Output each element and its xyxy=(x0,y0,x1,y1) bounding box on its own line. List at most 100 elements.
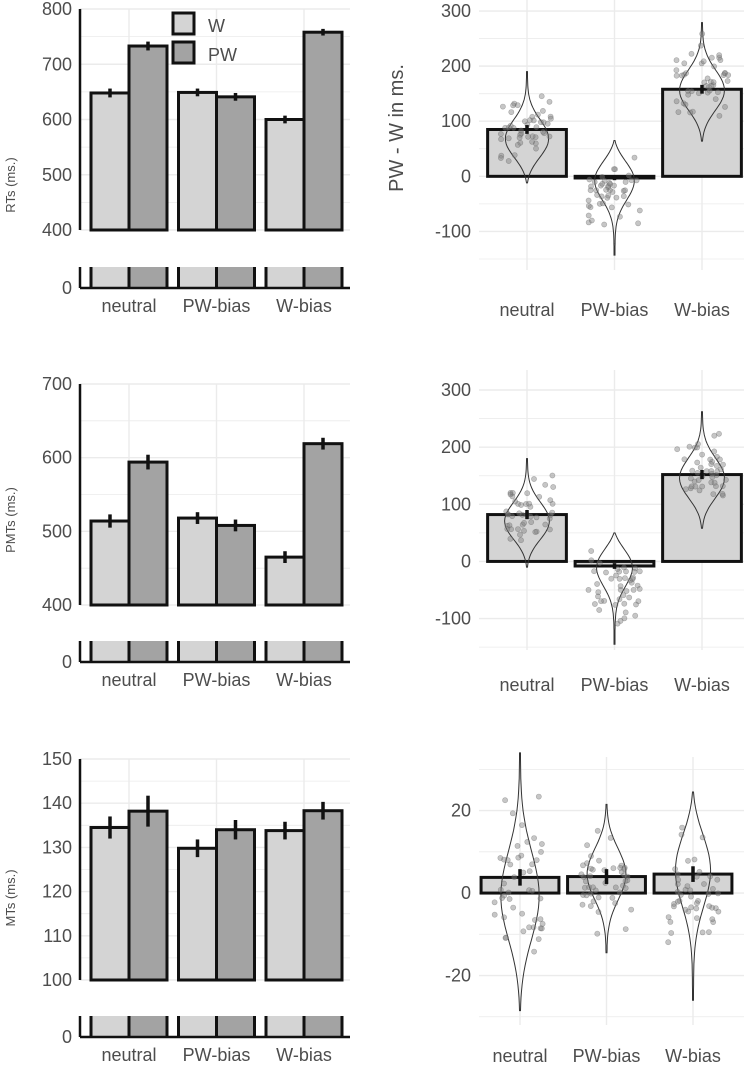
participant-dot xyxy=(712,96,719,102)
participant-dot xyxy=(530,117,537,124)
participant-dot xyxy=(524,490,531,497)
participant-dot xyxy=(588,853,594,859)
participant-dot xyxy=(547,526,553,533)
participant-dot xyxy=(678,831,685,838)
participant-dot xyxy=(691,856,698,863)
participant-dot xyxy=(715,908,722,915)
x-tick-label: neutral xyxy=(499,300,554,320)
participant-dot xyxy=(609,189,616,195)
legend-pw-label: PW xyxy=(208,45,237,65)
participant-dot xyxy=(621,600,628,607)
participant-dot xyxy=(671,903,677,910)
participant-dot xyxy=(529,888,536,894)
participant-dot xyxy=(710,79,717,86)
participant-dot xyxy=(694,444,700,451)
participant-dot xyxy=(693,873,700,880)
participant-dot xyxy=(636,586,643,592)
x-tick-label: neutral xyxy=(101,296,156,316)
participant-dot xyxy=(532,134,539,141)
x-tick-label: neutral xyxy=(499,675,554,695)
bar-pw xyxy=(215,523,256,607)
participant-dot xyxy=(687,109,694,116)
participant-dot xyxy=(596,857,602,864)
participant-dot xyxy=(608,575,615,582)
participant-dot xyxy=(498,152,505,159)
participant-dot xyxy=(692,483,699,490)
participant-dot xyxy=(630,587,637,593)
participant-dot xyxy=(701,881,707,887)
participant-dot xyxy=(695,898,701,904)
bar-stub-pw xyxy=(216,641,255,662)
participant-dot xyxy=(507,489,514,496)
violin xyxy=(500,752,540,1012)
participant-dot xyxy=(620,882,626,889)
participant-dot xyxy=(595,593,601,600)
x-tick-label: PW-bias xyxy=(573,1046,641,1066)
participant-dot xyxy=(542,481,549,488)
participant-dot xyxy=(717,57,724,63)
participant-dot xyxy=(505,889,512,896)
participant-dot xyxy=(714,876,721,883)
participant-dot xyxy=(524,839,531,845)
participant-dot xyxy=(617,583,624,589)
participant-dot xyxy=(540,108,546,114)
participant-dot xyxy=(538,119,544,126)
participant-dot xyxy=(507,535,514,542)
participant-dot xyxy=(539,920,546,927)
pmt-diff-chart: -100 0 100 200 300 neutral PW-bias W-bias xyxy=(435,370,744,695)
participant-dot xyxy=(713,483,719,490)
participant-dot xyxy=(625,201,632,208)
bar-pw xyxy=(302,809,344,982)
participant-dot xyxy=(547,497,554,504)
participant-dot xyxy=(588,865,594,872)
bar-stub-w xyxy=(178,267,217,288)
rt-bar-chart-marks xyxy=(78,9,350,290)
participant-dot xyxy=(674,898,681,905)
participant-dot xyxy=(678,72,685,79)
participant-dot xyxy=(586,884,592,891)
participant-dot xyxy=(621,866,628,872)
participant-dot xyxy=(501,856,507,863)
legend-w-label: W xyxy=(208,16,225,36)
participant-dot xyxy=(607,181,614,187)
x-tick-label: neutral xyxy=(492,1046,547,1066)
participant-dot xyxy=(532,529,539,535)
participant-dot xyxy=(713,472,720,479)
participant-dot xyxy=(632,612,639,619)
participant-dot xyxy=(671,901,677,907)
participant-dot xyxy=(591,179,598,185)
participant-dot xyxy=(708,479,715,486)
bar-w xyxy=(177,846,218,982)
y-tick-label: 110 xyxy=(43,926,72,946)
bar-stub-w xyxy=(91,267,129,288)
participant-dot xyxy=(699,483,706,490)
participant-dot xyxy=(715,890,721,897)
participant-dot xyxy=(686,443,693,450)
participant-dot xyxy=(521,520,527,526)
participant-dot xyxy=(617,213,623,220)
participant-dot xyxy=(527,503,534,510)
bar-stub-pw xyxy=(216,267,255,288)
violin xyxy=(594,140,635,256)
y-tick-label: 300 xyxy=(441,380,471,400)
participant-dot xyxy=(549,472,556,479)
participant-dot xyxy=(510,102,516,109)
participant-dot xyxy=(708,468,715,474)
participant-dot xyxy=(518,502,524,508)
participant-dot xyxy=(587,187,594,194)
participant-dot xyxy=(591,568,597,575)
participant-dot xyxy=(504,522,511,529)
participant-dot xyxy=(688,483,695,490)
participant-dot xyxy=(688,475,694,482)
participant-dot xyxy=(594,192,600,198)
participant-dot xyxy=(547,113,554,120)
participant-dot xyxy=(675,876,682,883)
participant-dot xyxy=(519,910,525,917)
participant-dot xyxy=(710,82,717,88)
y-tick-label: 0 xyxy=(62,652,72,672)
participant-dot xyxy=(529,861,535,868)
participant-dot xyxy=(631,154,638,161)
participant-dot xyxy=(633,601,639,608)
participant-dot xyxy=(676,897,683,904)
participant-dot xyxy=(688,904,694,911)
